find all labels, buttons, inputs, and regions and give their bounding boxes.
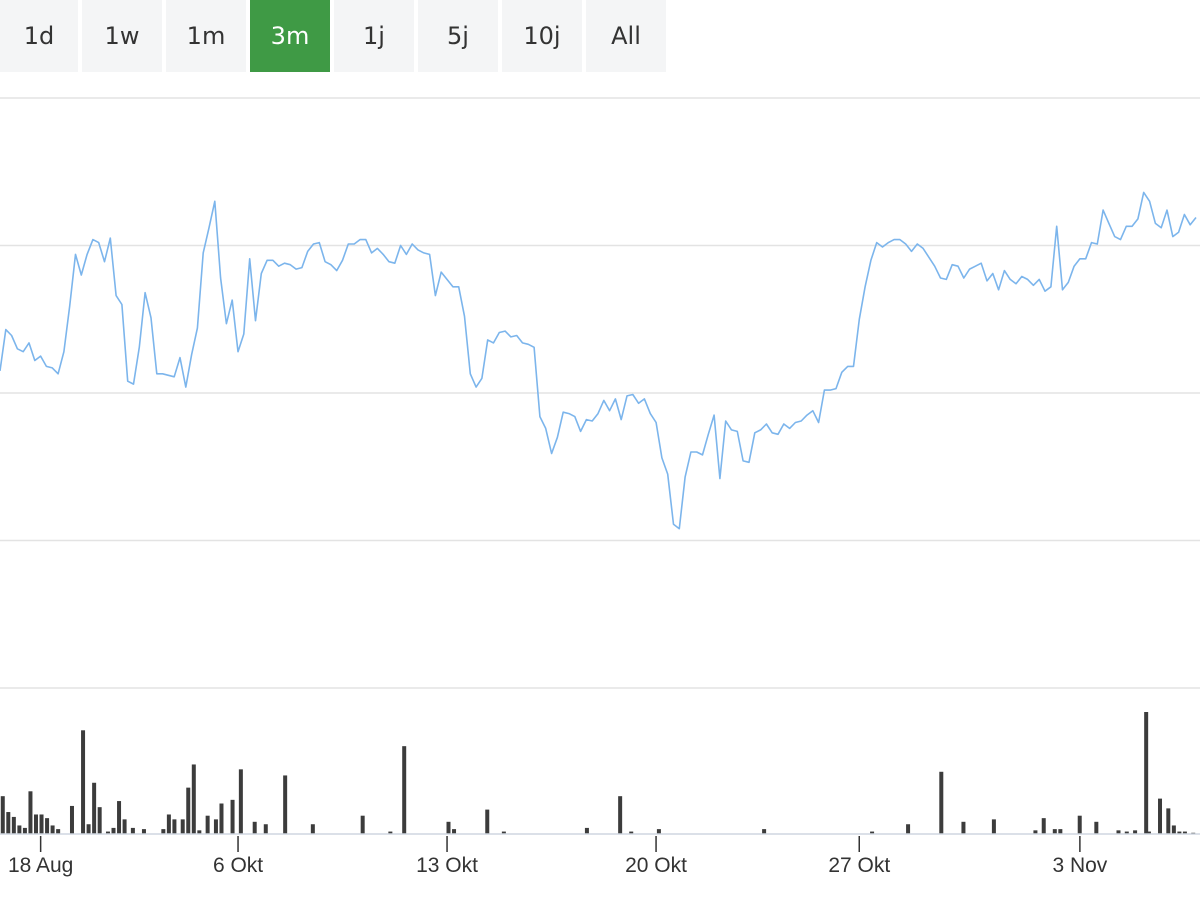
volume-bar-0 [0, 796, 5, 834]
volume-bar-50 [870, 831, 875, 834]
volume-bar-15 [97, 807, 102, 834]
volume-bar-32 [230, 799, 235, 834]
volume-bar-35 [263, 824, 268, 834]
volume-bar-18 [117, 801, 122, 834]
volume-bar-3 [17, 825, 22, 834]
volume-bar-40 [402, 746, 407, 834]
volume-bar-11 [69, 805, 74, 834]
volume-bar-6 [33, 814, 38, 834]
volume-bar-49 [762, 829, 767, 834]
range-button-all[interactable]: All [586, 0, 666, 72]
volume-bar-53 [961, 821, 966, 834]
volume-bar-55 [1033, 830, 1038, 834]
volume-bar-37 [310, 824, 315, 834]
volume-bar-34 [252, 821, 257, 834]
range-button-3m[interactable]: 3m [250, 0, 330, 72]
x-tick-label-5: 3 Nov [1052, 854, 1107, 877]
volume-bar-9 [50, 825, 55, 834]
volume-bar-4 [22, 827, 27, 834]
volume-bar-46 [618, 796, 623, 834]
volume-bar-60 [1094, 821, 1099, 834]
volume-bar-33 [238, 769, 243, 834]
volume-bar-23 [166, 814, 171, 834]
volume-bar-12 [81, 730, 86, 834]
volume-bar-54 [991, 819, 996, 834]
volume-bar-27 [191, 764, 196, 834]
volume-bar-48 [656, 829, 661, 834]
volume-bar-25 [180, 819, 185, 834]
volume-bar-24 [172, 819, 177, 834]
volume-bar-68 [1171, 825, 1176, 834]
volume-bar-26 [186, 787, 191, 834]
volume-bar-30 [213, 819, 218, 834]
volume-bar-7 [39, 814, 44, 834]
volume-bar-70 [1182, 831, 1187, 834]
volume-bar-1 [6, 812, 11, 834]
x-tick-label-2: 13 Okt [416, 854, 478, 877]
volume-bar-16 [105, 831, 110, 834]
volume-bar-21 [141, 829, 146, 834]
range-button-10j[interactable]: 10j [502, 0, 582, 72]
range-button-1j[interactable]: 1j [334, 0, 414, 72]
volume-bar-14 [92, 782, 97, 834]
volume-bar-57 [1052, 829, 1057, 834]
volume-bar-29 [205, 815, 210, 834]
volume-bar-59 [1077, 815, 1082, 834]
volume-bar-31 [219, 803, 224, 834]
price-series-line [0, 191, 1197, 530]
volume-bar-47 [629, 831, 634, 834]
x-tick-label-4: 27 Okt [828, 854, 890, 877]
volume-bar-69 [1177, 831, 1182, 834]
volume-bar-63 [1133, 830, 1138, 834]
range-button-1d[interactable]: 1d [0, 0, 78, 72]
volume-bar-44 [501, 831, 506, 834]
volume-bar-38 [360, 815, 365, 834]
volume-bar-8 [45, 818, 50, 834]
volume-bar-22 [161, 829, 166, 834]
volume-bar-66 [1158, 798, 1163, 834]
volume-bar-20 [130, 827, 135, 834]
volume-bar-41 [446, 821, 451, 834]
volume-bar-17 [111, 827, 116, 834]
range-button-1m[interactable]: 1m [166, 0, 246, 72]
volume-bar-19 [122, 819, 127, 834]
volume-bar-52 [939, 771, 944, 834]
volume-bar-28 [197, 830, 202, 834]
volume-bar-61 [1116, 830, 1121, 834]
volume-bar-56 [1041, 818, 1046, 834]
volume-bar-45 [584, 827, 589, 834]
volume-bar-67 [1166, 808, 1171, 834]
volume-bar-51 [906, 824, 911, 834]
volume-bar-2 [11, 816, 16, 834]
volume-bar-5 [28, 791, 33, 834]
volume-bar-62 [1124, 831, 1129, 834]
volume-bar-58 [1058, 829, 1063, 834]
x-tick-label-1: 6 Okt [213, 854, 263, 877]
volume-bar-42 [452, 829, 457, 834]
range-button-1w[interactable]: 1w [82, 0, 162, 72]
volume-bar-65 [1146, 831, 1151, 834]
x-tick-label-0: 18 Aug [8, 854, 73, 877]
x-tick-label-3: 20 Okt [625, 854, 687, 877]
range-selector: 1d 1w 1m 3m 1j 5j 10j All [0, 0, 666, 72]
volume-bar-64 [1144, 712, 1149, 834]
volume-bar-13 [86, 824, 91, 834]
volume-bar-39 [388, 831, 393, 834]
volume-bar-43 [485, 809, 490, 834]
volume-bar-36 [283, 775, 288, 834]
range-button-5j[interactable]: 5j [418, 0, 498, 72]
volume-bar-10 [56, 829, 61, 834]
